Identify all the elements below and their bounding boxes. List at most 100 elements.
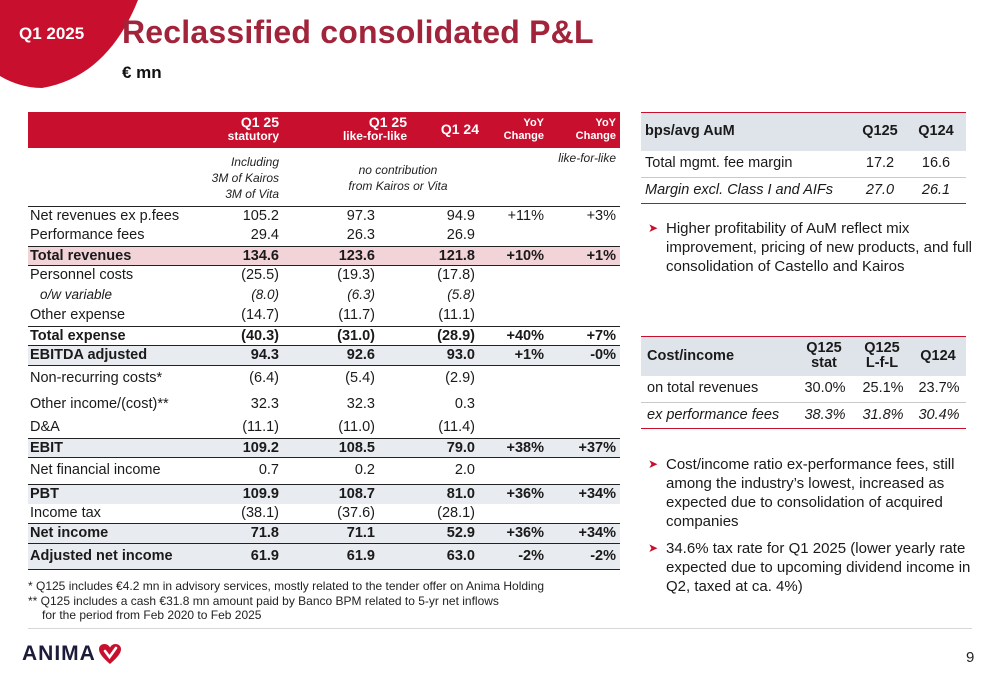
page-number: 9 [966,649,975,666]
cell-statutory: 32.3 [250,396,279,412]
pl-table-body: Net revenues ex p.fees 105.2 97.3 94.9 +11% +… [28,206,620,570]
cell-q124: 52.9 [446,525,475,541]
row-label: Net financial income [30,462,161,478]
fee-header-q124: Q124 [918,123,954,139]
page-title: Reclassified consolidated P&L [122,14,594,50]
cell-q124: 93.0 [446,347,475,363]
cell-lfl: 0.2 [354,462,375,478]
cell-yoy: +40% [506,328,545,344]
bullet-item: ➤ Cost/income ratio ex-performance fees,… [648,456,955,530]
row-label: EBITDA adjusted [30,347,148,363]
cell-lfl: (31.0) [337,328,375,344]
cost-income-header: Cost/income Q125 stat Q125 L-f-L Q124 [641,336,966,376]
arrow-bullet-icon: ➤ [648,541,659,555]
cell-yoy-lfl: +1% [586,248,616,264]
cell-lfl: (19.3) [337,267,375,283]
cost-header-label: Cost/income [647,348,735,364]
pl-row: o/w variable (8.0) (6.3) (5.8) [28,286,620,306]
fee-header-label: bps/avg AuM [645,123,735,139]
cell-statutory: (6.4) [249,370,279,386]
cell-yoy: -2% [518,548,544,564]
cell-q124: (28.9) [437,328,475,344]
anima-logo: ANIMA [22,641,122,667]
fee-margin-header: bps/avg AuM Q125 Q124 [641,112,966,151]
heart-logo-icon [98,644,121,664]
cell-lfl: 61.9 [346,548,375,564]
pl-table-header: Q1 25 statutory Q1 25 like-for-like Q1 2… [28,112,620,148]
cell-lfl: (5.4) [345,370,375,386]
cell-yoy: +10% [506,248,545,264]
row-label: o/w variable [40,287,113,302]
cell-q124: 81.0 [446,486,475,502]
footnotes: * Q125 includes €4.2 mn in advisory serv… [28,579,544,623]
cell-yoy: +38% [506,440,545,456]
fee-margin-table: bps/avg AuM Q125 Q124 Total mgmt. fee ma… [641,112,966,204]
arrow-bullet-icon: ➤ [648,457,659,471]
cell-yoy-lfl: -0% [590,347,616,363]
cell-yoy-lfl: +34% [578,525,617,541]
cell-lfl: (11.0) [338,419,375,435]
row-label: PBT [30,486,59,502]
cell-statutory: 61.9 [250,548,279,564]
cell-statutory: (11.1) [242,419,279,435]
cell-statutory: (8.0) [251,287,279,302]
period-tag-label: Q1 2025 [19,24,85,43]
note-yoy-lfl: like-for-like [558,151,616,165]
bullet-item: ➤ Higher profitability of AuM reflect mi… [648,220,972,275]
cell-statutory: (40.3) [241,328,279,344]
cell-statutory: 71.8 [250,525,279,541]
cell-lfl: (6.3) [347,287,375,302]
cell-q124: 63.0 [446,548,475,564]
cell-q124: 2.0 [454,462,475,478]
cell-q124: 94.9 [446,208,475,224]
cell-yoy-lfl: +37% [578,440,617,456]
row-label: Personnel costs [30,267,134,283]
bullet-item: ➤ 34.6% tax rate for Q1 2025 (lower year… [648,540,971,595]
cell-q124: (17.8) [437,267,475,283]
col-header-q124: Q1 24 [440,121,479,137]
cell-statutory: (38.1) [241,505,279,521]
row-label: Income tax [30,505,101,521]
period-tag: Q1 2025 [0,0,140,88]
row-label: Net income [30,525,109,541]
cell-statutory: 29.4 [250,227,279,243]
cell-statutory: 94.3 [250,347,279,363]
note-statutory: Including 3M of Kairos 3M of Vita [211,155,279,201]
cell-yoy: +36% [506,486,545,502]
cell-q124: (11.4) [438,419,475,435]
cell-lfl: 97.3 [346,208,375,224]
cell-q124: (28.1) [437,505,475,521]
cell-statutory: 0.7 [258,462,279,478]
cost-header-q125-stat: Q125 stat [806,340,842,371]
row-label: Other expense [30,307,126,323]
cost-row: ex performance fees 38.3% 31.8% 30.4% [641,402,966,428]
cell-lfl: 71.1 [346,525,375,541]
row-label: Total revenues [30,248,132,264]
col-header-lfl: Q1 25 like-for-like [342,114,407,143]
pl-row: EBITDA adjusted 94.3 92.6 93.0 +1% -0% [28,346,620,366]
fee-row: Total mgmt. fee margin 17.2 16.6 [645,155,951,171]
pl-row: Non-recurring costs* (6.4) (5.4) (2.9) [28,366,620,392]
cell-yoy: +11% [507,208,544,224]
cell-lfl: (11.7) [338,307,375,323]
cost-header-q124: Q124 [920,348,956,364]
cost-row: on total revenues 30.0% 25.1% 23.7% [647,380,960,396]
col-header-yoy: YoY Change [503,117,544,142]
arrow-bullet-icon: ➤ [648,221,659,235]
cell-lfl: (37.6) [337,505,375,521]
pl-row: PBT 109.9 108.7 81.0 +36% +34% [28,484,620,504]
row-label: EBIT [30,440,64,456]
cell-lfl: 108.5 [338,440,375,456]
cell-yoy-lfl: +34% [578,486,617,502]
cell-q124: 121.8 [438,248,475,264]
cell-yoy: +1% [514,347,544,363]
pl-row: Personnel costs (25.5) (19.3) (17.8) [28,266,620,286]
cell-q124: (11.1) [438,307,475,323]
row-label: Total expense [30,328,126,344]
pl-table: Q1 25 statutory Q1 25 like-for-like Q1 2… [28,112,620,570]
cell-yoy-lfl: -2% [590,548,616,564]
pl-row: Performance fees 29.4 26.3 26.9 [28,226,620,246]
cell-q124: (5.8) [447,287,475,302]
cell-statutory: 109.2 [242,440,279,456]
cell-statutory: (14.7) [241,307,279,323]
